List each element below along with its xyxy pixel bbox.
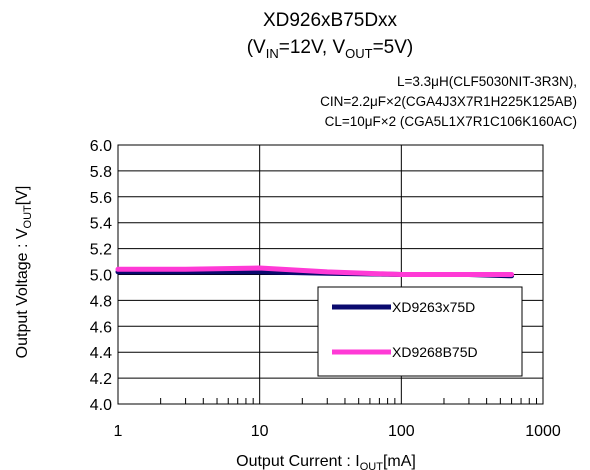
- condition-input-cap: CIN=2.2μF×2(CGA4J3X7R1H225K125AB): [320, 94, 577, 109]
- y-tick-label: 4.4: [90, 345, 112, 362]
- legend: XD9263x75D XD9268B75D: [317, 286, 523, 377]
- y-tick-label: 4.2: [90, 371, 112, 388]
- x-axis-label-main: Output Current : I: [236, 453, 360, 470]
- x-tick-label: 1000: [525, 423, 561, 440]
- y-axis-label-unit: [V]: [14, 186, 31, 206]
- condition-load-cap: CL=10μF×2 (CGA5L1X7R1C106K160AC): [325, 114, 577, 129]
- chart-subtitle: (VIN=12V, VOUT=5V): [247, 37, 414, 61]
- y-tick-label: 5.0: [90, 268, 112, 285]
- series-lines: [115, 265, 515, 279]
- y-tick-label: 5.6: [90, 190, 112, 207]
- x-axis-label: Output Current : IOUT[mA]: [236, 453, 416, 470]
- y-axis-label-sub: OUT: [22, 205, 34, 229]
- y-tick-label: 5.4: [90, 216, 112, 233]
- legend-box: [317, 286, 523, 377]
- y-tick-label: 4.8: [90, 293, 112, 310]
- x-tick-label: 1: [114, 423, 123, 440]
- subtitle-vout-sub: OUT: [345, 46, 373, 61]
- x-axis-label-unit: [mA]: [383, 453, 416, 470]
- y-tick-label: 5.8: [90, 164, 112, 181]
- subtitle-vin-sub: IN: [266, 46, 279, 61]
- plot-frame: [117, 144, 544, 405]
- y-tick-label: 6.0: [90, 138, 112, 155]
- y-tick-labels: 4.0 4.2 4.4 4.6 4.8 5.0 5.2 5.4 5.6 5.8 6.0: [90, 138, 112, 414]
- y-axis-label-main: Output Voltage : V: [14, 228, 31, 358]
- y-tick-label: 4.6: [90, 319, 112, 336]
- legend-label-xd9268: XD9268B75D: [392, 344, 478, 360]
- x-tick-label: 10: [251, 423, 269, 440]
- y-tick-label: 5.2: [90, 242, 112, 259]
- subtitle-close: =5V): [373, 37, 414, 58]
- condition-inductor: L=3.3μH(CLF5030NIT-3R3N),: [397, 74, 577, 89]
- subtitle-mid: =12V, V: [279, 37, 346, 58]
- x-axis-label-sub: OUT: [360, 461, 384, 470]
- x-tick-label: 100: [388, 423, 415, 440]
- y-axis-label: Output Voltage : VOUT[V]: [14, 186, 34, 359]
- legend-label-xd9263: XD9263x75D: [392, 299, 475, 315]
- y-tick-label: 4.0: [90, 397, 112, 414]
- chart-title: XD926xB75Dxx: [263, 10, 398, 31]
- series-line-xd9268b75d: [115, 265, 515, 277]
- subtitle-open: (V: [247, 37, 266, 58]
- x-tick-labels: 1 10 100 1000: [114, 423, 561, 440]
